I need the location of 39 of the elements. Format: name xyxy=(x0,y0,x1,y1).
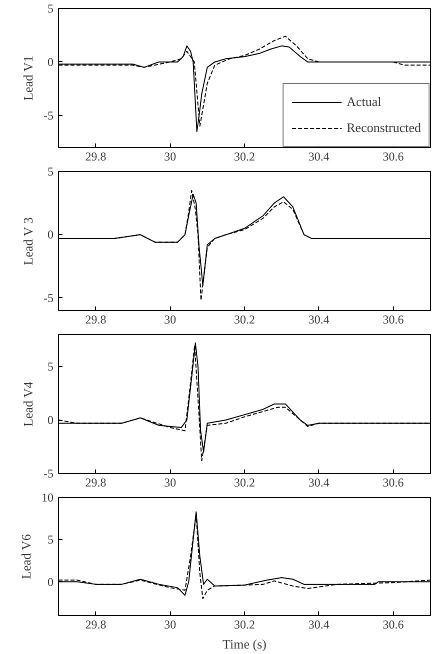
x-tick-label: 30.4 xyxy=(308,476,330,490)
y-tick-label: 0 xyxy=(48,413,54,428)
x-tick-label: 30.6 xyxy=(382,476,404,490)
x-tick-label: 30.4 xyxy=(308,618,330,632)
x-tick-label: 30.6 xyxy=(382,312,404,326)
x-tick-label: 29.8 xyxy=(85,312,106,326)
x-tick-label: 29.8 xyxy=(85,150,106,164)
x-tick-label: 30 xyxy=(164,618,176,632)
y-tick-label: 10 xyxy=(42,490,54,504)
y-axis-title: Lead V4 xyxy=(20,381,36,427)
y-tick-label: 5 xyxy=(48,164,54,178)
y-tick-label: 0 xyxy=(48,574,54,589)
y-tick-label: 5 xyxy=(48,2,54,16)
y-tick-label: 0 xyxy=(48,228,54,242)
x-tick-label: 30 xyxy=(164,150,176,164)
legend-label: Reconstructed xyxy=(346,120,421,136)
y-tick-label: 0 xyxy=(48,54,54,69)
y-axis-title: Lead V6 xyxy=(18,534,34,580)
y-tick-label: 5 xyxy=(48,532,54,547)
y-tick-label: -5 xyxy=(44,290,54,305)
legend-label: Actual xyxy=(346,94,382,110)
x-tick-label: 29.8 xyxy=(85,476,106,490)
y-tick-label: -5 xyxy=(44,466,54,480)
y-tick-label: -5 xyxy=(44,108,54,122)
x-tick-label: 29.8 xyxy=(85,618,106,632)
x-tick-label: 30.2 xyxy=(234,312,255,326)
x-tick-label: 30.4 xyxy=(308,312,330,326)
y-tick-label: 5 xyxy=(48,360,54,374)
x-tick-label: 30.2 xyxy=(234,618,255,632)
x-tick-label: 30.6 xyxy=(382,150,404,164)
x-tick-label: 30.2 xyxy=(234,476,255,490)
x-tick-label: 30.4 xyxy=(308,150,330,164)
x-tick-label: 30 xyxy=(164,476,176,490)
x-tick-label: 30.6 xyxy=(382,618,404,632)
y-axis-title: Lead V 3 xyxy=(20,217,36,266)
x-tick-label: 30.2 xyxy=(234,150,255,164)
x-axis-title: Time (s) xyxy=(222,636,266,652)
y-axis-title: Lead V1 xyxy=(20,56,36,101)
x-tick-label: 30 xyxy=(164,312,176,326)
